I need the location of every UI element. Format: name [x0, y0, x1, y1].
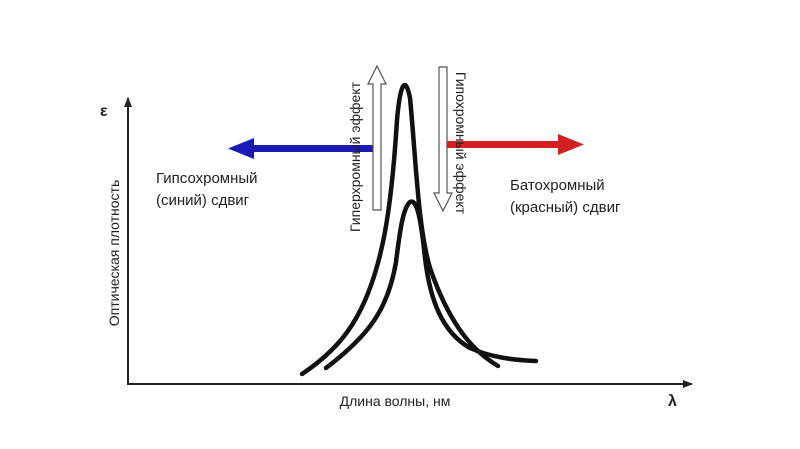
- bathochromic-label-line1: Батохромный: [510, 177, 605, 194]
- hypsochromic-label-line2: (синий) сдвиг: [156, 192, 250, 209]
- hyperchromic-effect-arrow: [367, 64, 387, 211]
- hypsochromic-label-line1: Гипсохромный: [156, 170, 258, 187]
- hypsochromic-shift-arrow: [228, 138, 376, 159]
- hyperchromic-label: Гиперхромный эффект: [347, 81, 363, 232]
- absorption-curve-shifted: [323, 199, 539, 371]
- hypochromic-effect-arrow: [433, 66, 453, 213]
- x-axis-symbol: λ: [668, 393, 677, 410]
- bathochromic-shift-arrow: [445, 134, 584, 155]
- y-axis-label: Оптическая плотность: [106, 180, 122, 327]
- y-axis-symbol: ε: [100, 103, 108, 120]
- absorption-curve-tall: [299, 82, 501, 377]
- hypochromic-label: Гипохромный эффект: [453, 72, 469, 215]
- bathochromic-label-line2: (красный) сдвиг: [510, 199, 621, 216]
- x-axis-label: Длина волны, нм: [340, 393, 451, 409]
